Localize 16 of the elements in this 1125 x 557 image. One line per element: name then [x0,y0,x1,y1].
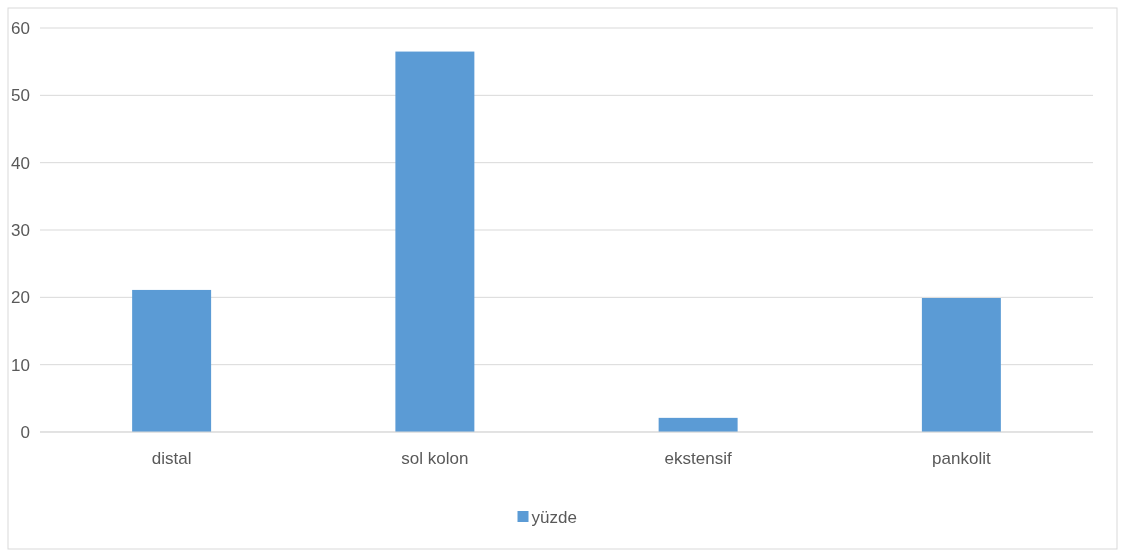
bar [132,289,212,432]
legend-label: yüzde [531,507,577,527]
y-tick-label: 0 [20,422,30,442]
y-tick-label: 10 [11,355,30,375]
x-tick-label: sol kolon [401,449,469,468]
y-tick-label: 60 [11,18,30,38]
y-tick-label: 50 [11,86,30,106]
y-tick-label: 30 [11,220,30,240]
bar [921,298,1001,432]
x-tick-label: distal [151,449,192,468]
bar [395,51,475,432]
bar [658,417,738,432]
y-tick-label: 20 [11,288,30,308]
x-tick-label: ekstensif [664,449,732,468]
x-tick-label: pankolit [932,449,991,468]
y-tick-label: 40 [11,153,30,173]
